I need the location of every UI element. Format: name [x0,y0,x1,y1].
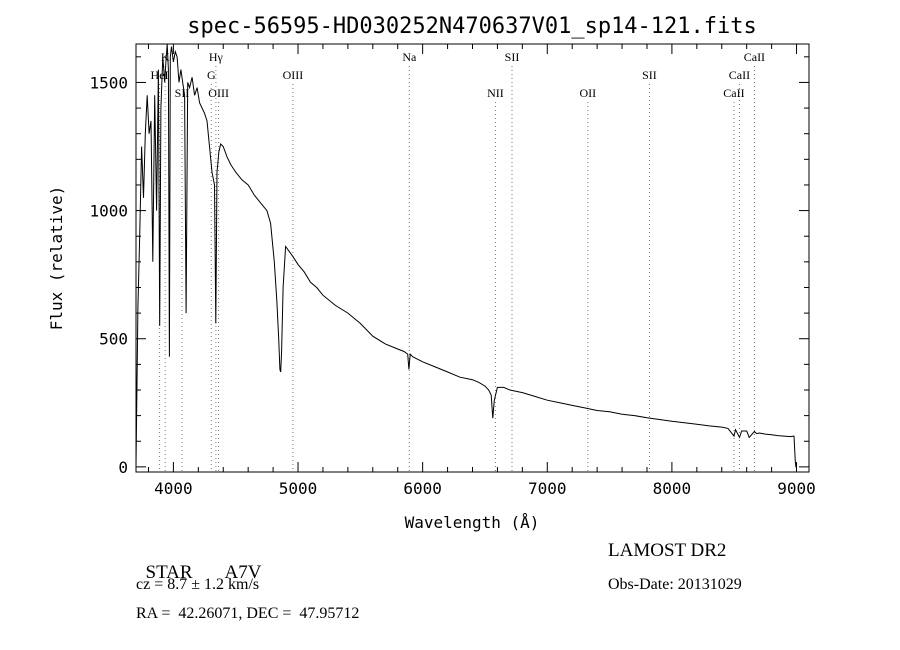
y-tick-label: 500 [99,330,128,349]
y-tick-label: 1000 [89,202,128,221]
line-marker-label: G [207,68,216,82]
line-marker-label: OII [579,86,596,100]
observation-date: Obs-Date: 20131029 [608,576,742,593]
line-marker-label: Hγ [209,50,224,64]
y-axis-label: Flux (relative) [47,186,66,331]
x-tick-label: 6000 [403,479,442,498]
line-marker-label: K [161,50,170,64]
line-marker-label: OIII [283,68,304,82]
line-marker-label: CaII [723,86,744,100]
line-marker-label: Na [402,50,417,64]
x-tick-label: 7000 [528,479,567,498]
line-marker-label: SII [505,50,520,64]
x-tick-label: 8000 [653,479,692,498]
object-type: STAR [145,562,193,583]
plot-frame [135,43,810,473]
object-subclass: A7V [224,562,262,583]
x-tick-label: 9000 [777,479,816,498]
sky-coordinates: RA = 42.26071, DEC = 47.95712 [136,605,360,622]
line-marker-label: CaII [744,50,765,64]
object-class: STAR A7V [136,540,262,584]
x-tick-label: 4000 [154,479,193,498]
line-marker-label: CaII [729,68,750,82]
redshift-cz: cz = 8.7 ± 1.2 km/s [136,576,260,593]
line-marker-label: OIII [208,86,229,100]
survey-name: LAMOST DR2 [608,540,727,561]
chart-title: spec-56595-HD030252N470637V01_sp14-121.f… [187,14,757,39]
y-tick-label: 1500 [89,73,128,92]
line-marker-label: SII [175,86,190,100]
axis-ticks: 4000 5000 6000 7000 8000 9000 0 500 1000 1500 [89,44,816,498]
x-tick-label: 5000 [279,479,318,498]
line-marker-label: NII [487,86,504,100]
y-tick-label: 0 [118,458,128,477]
line-marker-label: SII [642,68,657,82]
x-axis-label: Wavelength (Å) [405,513,540,532]
spectrum-line [135,43,797,468]
